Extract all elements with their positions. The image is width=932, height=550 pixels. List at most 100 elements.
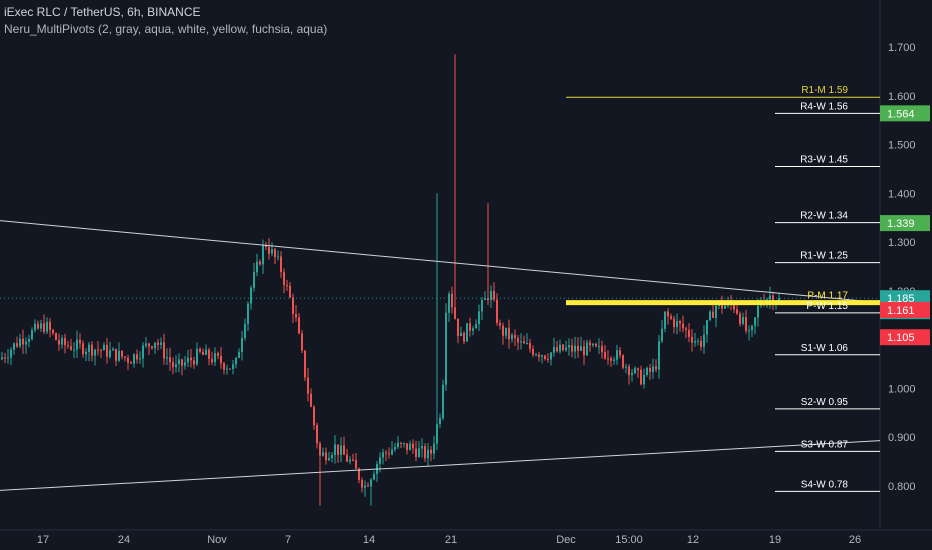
candle-body [475,324,477,329]
candle-body [196,348,198,365]
candle-body [19,338,21,347]
candle-body [592,343,594,346]
candle-body [313,406,315,426]
candle-body [64,338,66,346]
candle-body [139,358,141,360]
candle-body [484,298,486,300]
candle-body [457,318,459,337]
candle-body [385,452,387,454]
candle-body [574,345,576,352]
pivot-level-label: S3-W 0.87 [801,439,849,450]
candle-body [676,321,678,328]
candle-body [544,355,546,360]
candle-body [652,366,654,373]
pivot-level-label: S4-W 0.78 [801,479,849,490]
candle-body [535,354,537,356]
y-tick-label: 1.600 [888,91,916,103]
x-tick-label: 19 [769,534,781,546]
candle-body [661,328,663,342]
x-tick-label: 15:00 [615,534,643,546]
candle-body [559,344,561,352]
indicator-legend: Neru_MultiPivots (2, gray, aqua, white, … [4,22,328,36]
candle-body [205,349,207,355]
candle-body [211,358,213,363]
candle-body [757,305,759,318]
candle-body [625,366,627,368]
trendline [0,220,881,304]
candle-body [130,362,132,364]
candle-body [172,362,174,368]
candle-body [736,309,738,314]
candle-body [655,366,657,370]
candle-body [337,444,339,455]
candle-body [1,357,3,360]
candle-body [607,358,609,360]
candle-body [295,314,297,318]
candle-body [382,452,384,458]
candle-body [142,345,144,359]
candle-body [505,327,507,336]
candle-body [634,368,636,373]
candle-body [469,323,471,331]
candle-body [514,334,516,338]
candle-body [679,321,681,324]
candle-body [442,384,444,418]
candle-body [481,299,483,312]
candle-body [259,261,261,265]
candle-body [271,249,273,254]
candle-body [733,304,735,310]
candle-body [13,343,15,350]
candle-body [187,357,189,363]
candle-body [358,468,360,480]
candle-body [91,344,93,356]
candle-body [709,311,711,321]
candle-body [298,317,300,334]
candle-body [319,443,321,456]
candle-body [418,448,420,457]
candle-body [769,295,771,300]
candle-body [253,272,255,288]
candle-body [346,454,348,462]
price-badge-label: 1.161 [887,305,915,317]
candle-body [109,350,111,357]
candle-body [697,340,699,342]
candle-body [127,357,129,363]
candle-body [583,346,585,356]
candle-body [100,349,102,351]
candle-body [223,363,225,370]
candle-body [133,354,135,364]
candle-body [235,357,237,365]
candle-body [523,341,525,344]
candle-body [448,293,450,313]
candle-body [181,359,183,366]
candle-body [331,454,333,459]
candle-body [214,353,216,363]
price-badge [880,301,930,318]
candle-body [304,350,306,378]
candle-body [151,346,153,349]
candle-body [292,297,294,315]
candle-body [178,359,180,365]
candle-body [745,316,747,331]
candle-body [355,459,357,469]
candle-body [529,343,531,349]
candle-body [325,452,327,461]
candle-body [433,443,435,454]
candle-body [487,298,489,301]
candle-body [502,325,504,336]
candle-body [673,318,675,328]
candle-body [190,357,192,361]
candle-body [274,249,276,258]
candle-body [217,353,219,356]
candle-body [436,424,438,444]
pivot-level-label: R2-W 1.34 [800,211,848,222]
x-tick-label: 26 [849,534,861,546]
candle-body [277,256,279,258]
candle-body [553,347,555,353]
candle-body [421,446,423,449]
candle-body [454,307,456,319]
x-tick-label: 24 [118,534,130,546]
candle-body [685,328,687,330]
y-tick-label: 1.000 [888,383,916,395]
